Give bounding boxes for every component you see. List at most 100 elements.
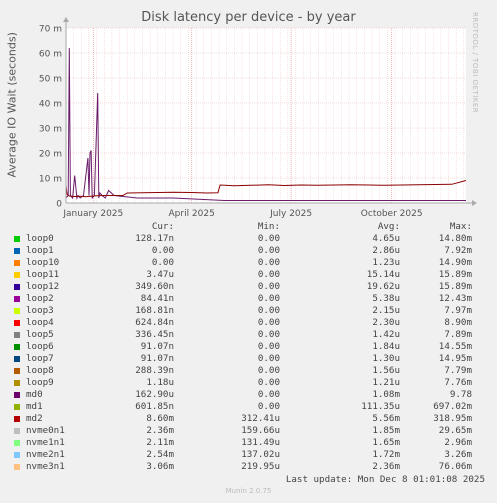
- legend-cur: 168.81n: [135, 305, 174, 316]
- legend-swatch: [14, 320, 20, 326]
- legend-row: nvme0n1 2.36m 159.66u 1.85m 29.65m: [0, 425, 497, 437]
- legend-min: 0.00: [257, 365, 280, 376]
- legend-swatch: [14, 248, 20, 254]
- legend-row: loop4 624.84n 0.00 2.30u 8.90m: [0, 317, 497, 329]
- legend-cur: 3.47u: [146, 269, 174, 280]
- legend-avg: 1.56u: [372, 365, 400, 376]
- legend-max: 14.95m: [438, 353, 472, 364]
- legend-cur: 288.39n: [135, 365, 174, 376]
- legend-row: loop9 1.18u 0.00 1.21u 7.76m: [0, 377, 497, 389]
- legend-name: loop11: [26, 269, 60, 280]
- legend-cur: 8.60m: [146, 413, 174, 424]
- legend-swatch: [14, 428, 20, 434]
- legend-row: loop10 0.00 0.00 1.23u 14.90m: [0, 257, 497, 269]
- x-axis-arrow: [472, 200, 477, 206]
- legend-max: 7.79m: [444, 365, 472, 376]
- legend-cur: 0.00: [151, 257, 174, 268]
- legend-row: nvme3n1 3.06m 219.95u 2.36m 76.06m: [0, 461, 497, 473]
- legend-min: 0.00: [257, 317, 280, 328]
- legend-swatch: [14, 296, 20, 302]
- legend-name: loop2: [26, 293, 54, 304]
- legend-min: 0.00: [257, 377, 280, 388]
- legend-avg: 2.36m: [372, 461, 400, 472]
- legend-row: loop3 168.81n 0.00 2.15u 7.97m: [0, 305, 497, 317]
- last-update: Last update: Mon Dec 8 01:01:08 2025: [285, 474, 485, 485]
- legend-swatch: [14, 404, 20, 410]
- legend-swatch: [14, 380, 20, 386]
- plot-area: 0 10 m 20 m 30 m 40 m 50 m 60 m 70 m January 202…: [39, 17, 477, 219]
- legend-swatch: [14, 308, 20, 314]
- legend-avg: 2.86u: [372, 245, 400, 256]
- legend-avg: 2.15u: [372, 305, 400, 316]
- legend-cur: 2.54m: [146, 449, 174, 460]
- legend-cur: 91.07n: [140, 353, 174, 364]
- legend-row: loop1 0.00 0.00 2.86u 7.92m: [0, 245, 497, 257]
- legend-avg: 4.65u: [372, 233, 400, 244]
- legend-row: loop11 3.47u 0.00 15.14u 15.89m: [0, 269, 497, 281]
- legend-swatch: [14, 344, 20, 350]
- legend-swatch: [14, 392, 20, 398]
- legend-cur: 624.84n: [135, 317, 174, 328]
- legend-avg: 1.23u: [372, 257, 400, 268]
- legend-avg: 1.30u: [372, 353, 400, 364]
- legend-min: 312.41u: [241, 413, 280, 424]
- legend-swatch: [14, 332, 20, 338]
- x-tick-label: October 2025: [361, 209, 423, 219]
- legend-row: md2 8.60m 312.41u 5.56m 318.95m: [0, 413, 497, 425]
- legend-name: loop12: [26, 281, 60, 292]
- legend-header-max: Max:: [449, 221, 472, 232]
- legend-swatch: [14, 368, 20, 374]
- legend-name: loop9: [26, 377, 54, 388]
- legend-header-min: Min:: [257, 221, 280, 232]
- legend-avg: 5.56m: [372, 413, 400, 424]
- legend-avg: 2.30u: [372, 317, 400, 328]
- legend-swatch: [14, 464, 20, 470]
- legend-name: loop5: [26, 329, 54, 340]
- legend-min: 159.66u: [241, 425, 280, 436]
- legend-cur: 84.41n: [140, 293, 174, 304]
- y-tick-label: 70 m: [39, 25, 62, 35]
- legend-name: md1: [26, 401, 43, 412]
- series-line-md0: [65, 47, 466, 201]
- legend-name: loop7: [26, 353, 54, 364]
- legend-max: 15.89m: [438, 281, 472, 292]
- legend-cur: 0.00: [151, 245, 174, 256]
- legend-header-cur: Cur:: [151, 221, 174, 232]
- legend-swatch: [14, 440, 20, 446]
- legend-min: 0.00: [257, 353, 280, 364]
- x-tick-label: April 2025: [169, 209, 215, 219]
- legend-max: 7.76m: [444, 377, 472, 388]
- legend-min: 0.00: [257, 233, 280, 244]
- legend-row: loop0 128.17n 0.00 4.65u 14.80m: [0, 233, 497, 245]
- legend-avg: 1.21u: [372, 377, 400, 388]
- legend-name: nvme0n1: [26, 425, 65, 436]
- legend-max: 7.97m: [444, 305, 472, 316]
- legend-min: 0.00: [257, 269, 280, 280]
- legend-cur: 162.90u: [135, 389, 174, 400]
- legend-avg: 1.65m: [372, 437, 400, 448]
- legend-row: loop5 336.45n 0.00 1.42u 7.89m: [0, 329, 497, 341]
- y-tick-label: 30 m: [39, 125, 62, 135]
- y-tick-label: 60 m: [39, 50, 62, 60]
- legend-min: 0.00: [257, 389, 280, 400]
- legend-max: 9.78: [449, 389, 472, 400]
- y-tick-label: 50 m: [39, 75, 62, 85]
- legend-swatch: [14, 452, 20, 458]
- legend-cur: 91.07n: [140, 341, 174, 352]
- legend-swatch: [14, 260, 20, 266]
- legend-swatch: [14, 272, 20, 278]
- legend-swatch: [14, 284, 20, 290]
- legend-cur: 1.18u: [146, 377, 174, 388]
- x-tick-label: January 2025: [62, 209, 123, 219]
- legend-max: 7.92m: [444, 245, 472, 256]
- y-tick-label: 0: [56, 200, 62, 210]
- legend-row: nvme2n1 2.54m 137.02u 1.72m 3.26m: [0, 449, 497, 461]
- legend-row: loop7 91.07n 0.00 1.30u 14.95m: [0, 353, 497, 365]
- legend-max: 8.90m: [444, 317, 472, 328]
- legend-avg: 1.42u: [372, 329, 400, 340]
- legend-min: 0.00: [257, 245, 280, 256]
- legend-name: loop1: [26, 245, 54, 256]
- legend-row: loop2 84.41n 0.00 5.38u 12.43m: [0, 293, 497, 305]
- legend-avg: 1.85m: [372, 425, 400, 436]
